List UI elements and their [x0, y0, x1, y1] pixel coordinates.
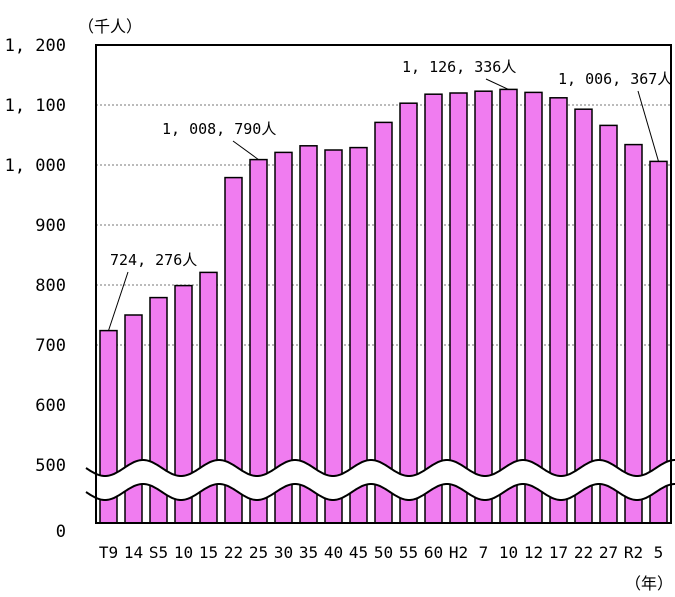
annotation-label: 724, 276人	[110, 251, 197, 269]
y-tick-label: 800	[35, 276, 66, 296]
bar-R2	[624, 143, 643, 524]
annotation-label: 1, 008, 790人	[162, 120, 276, 138]
x-tick-label: 10	[174, 543, 193, 562]
x-tick-label: T9	[99, 543, 118, 562]
y-tick-label: 0	[56, 522, 66, 542]
bars-group	[99, 88, 668, 524]
x-tick-label: 35	[299, 543, 318, 562]
x-tick-label: 7	[479, 543, 489, 562]
x-tick-label: 60	[424, 543, 443, 562]
x-axis-unit-label: （年）	[625, 574, 673, 593]
x-tick-label: 12	[524, 543, 543, 562]
annotations: 724, 276人 1, 008, 790人 1, 126, 336人 1, 006,…	[108, 58, 672, 331]
x-tick-label: 5	[654, 543, 664, 562]
x-tick-label: R2	[624, 543, 643, 562]
bar-H2	[449, 92, 468, 524]
bar-22	[574, 108, 593, 524]
x-tick-label: H2	[449, 543, 468, 562]
bar-14	[124, 314, 143, 524]
x-tick-labels: T9 14 S5 10 15 22 25 30 35 40 45 50 55 60 H2 7 10 12 17 22 2…	[99, 543, 663, 562]
axis-break	[85, 459, 675, 501]
x-tick-label: 27	[599, 543, 618, 562]
y-tick-label: 1, 100	[5, 96, 66, 116]
y-tick-label: 900	[35, 216, 66, 236]
y-tick-labels: 0 500 600 700 800 900 1, 000 1, 100 1, 200	[5, 36, 66, 542]
y-tick-label: 500	[35, 456, 66, 476]
y-tick-label: 1, 000	[5, 156, 66, 176]
x-tick-label: 15	[199, 543, 218, 562]
x-tick-label: 45	[349, 543, 368, 562]
axis-break-line-lower	[85, 483, 675, 501]
y-axis-unit-label: （千人）	[78, 17, 142, 36]
x-tick-label: 25	[249, 543, 268, 562]
plot-frame	[95, 44, 672, 524]
x-tick-label: 40	[324, 543, 343, 562]
annotation-leader-line	[637, 90, 659, 162]
x-tick-label: 14	[124, 543, 143, 562]
x-tick-label: 50	[374, 543, 393, 562]
x-tick-label: 55	[399, 543, 418, 562]
annotation-label: 1, 006, 367人	[558, 70, 672, 88]
annotation-label: 1, 126, 336人	[402, 58, 516, 76]
annotation-leader-line	[485, 78, 509, 90]
axis-break-band	[86, 460, 675, 500]
y-tick-label: 1, 200	[5, 36, 66, 56]
bar-60	[424, 93, 443, 524]
x-tick-label: 22	[224, 543, 243, 562]
x-tick-label: 30	[274, 543, 293, 562]
bar-40	[324, 149, 343, 524]
x-tick-label: 17	[549, 543, 568, 562]
axis-break-line-upper	[85, 459, 675, 477]
bar-10	[499, 88, 518, 524]
annotation-leader-line	[108, 271, 129, 331]
x-tick-label: 22	[574, 543, 593, 562]
bar-12	[524, 91, 543, 524]
bar-55	[399, 102, 418, 524]
x-tick-label: S5	[149, 543, 168, 562]
y-tick-label: 600	[35, 396, 66, 416]
bar-25	[249, 158, 268, 524]
bar-17	[549, 97, 568, 524]
y-tick-label: 700	[35, 336, 66, 356]
annotation-leader-line	[232, 140, 259, 161]
bar-7	[474, 90, 493, 524]
x-tick-label: 10	[499, 543, 518, 562]
